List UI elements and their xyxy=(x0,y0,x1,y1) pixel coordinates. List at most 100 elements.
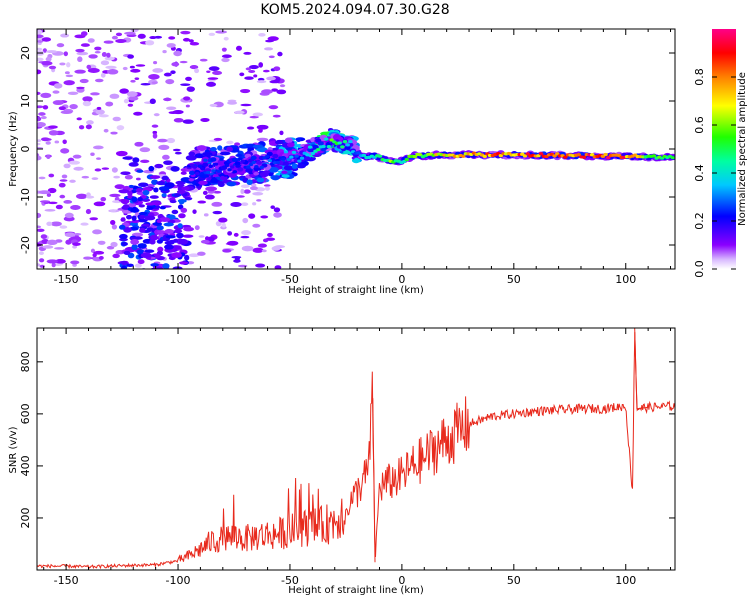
spectral-blob xyxy=(53,83,63,89)
spectral-blob xyxy=(52,90,60,94)
spectral-blob xyxy=(252,144,264,149)
spectral-blob xyxy=(138,182,149,188)
spectral-blob xyxy=(182,119,194,124)
spectral-blob xyxy=(95,109,105,115)
spectral-blob xyxy=(210,146,217,152)
spectral-blob xyxy=(169,199,177,204)
colorbar-label: Normalized spectral amplitude xyxy=(737,72,748,226)
spectral-blob xyxy=(112,116,121,122)
spectral-blob xyxy=(86,192,91,197)
spectral-ridge xyxy=(234,161,241,166)
spectral-blob xyxy=(37,225,42,229)
spectral-blob xyxy=(261,89,273,94)
spectral-blob xyxy=(213,190,222,194)
spectral-blob xyxy=(54,247,65,250)
x-tick-label: -150 xyxy=(54,574,79,587)
spectral-ridge xyxy=(377,154,383,158)
spectral-blob xyxy=(241,202,249,207)
spectrogram-image xyxy=(37,29,675,269)
colorbar-tick-label: 0.4 xyxy=(693,164,706,182)
spectral-blob xyxy=(131,244,138,251)
spectral-blob xyxy=(94,51,101,54)
spectral-blob xyxy=(118,189,130,194)
spectral-blob xyxy=(59,225,68,229)
spectral-ridge xyxy=(348,139,353,144)
spectral-blob xyxy=(156,239,163,244)
spectral-blob xyxy=(159,206,166,210)
spectral-blob xyxy=(46,259,59,264)
spectral-blob xyxy=(209,103,218,107)
spectral-blob xyxy=(170,166,180,172)
spectral-blob xyxy=(185,180,197,184)
spectral-blob xyxy=(249,65,259,70)
spectral-blob xyxy=(165,78,175,85)
spectral-blob xyxy=(37,121,46,128)
spectral-blob xyxy=(123,98,129,104)
spectral-blob xyxy=(256,177,265,183)
spectral-blob xyxy=(252,191,264,196)
spectral-blob xyxy=(163,222,174,227)
spectral-blob xyxy=(69,103,78,110)
spectral-blob xyxy=(129,65,135,69)
spectral-blob xyxy=(76,51,89,56)
spectral-blob xyxy=(130,79,136,83)
spectral-blob xyxy=(218,217,228,223)
spectral-blob xyxy=(98,114,109,118)
spectral-blob xyxy=(73,166,84,171)
spectral-blob xyxy=(128,184,134,189)
spectral-ridge xyxy=(404,157,410,162)
spectral-ridge xyxy=(272,153,279,159)
spectral-blob xyxy=(265,39,274,43)
spectral-blob xyxy=(196,145,207,151)
spectral-blob xyxy=(213,137,223,141)
spectral-blob xyxy=(103,40,114,44)
spectrogram-x-label: Height of straight line (km) xyxy=(288,285,424,296)
spectral-blob xyxy=(45,141,51,145)
spectral-ridge xyxy=(291,150,297,154)
spectral-ridge xyxy=(235,164,240,168)
y-tick-label: 20 xyxy=(19,46,32,60)
spectral-blob xyxy=(168,36,176,40)
spectral-blob xyxy=(153,187,159,193)
spectral-blob xyxy=(144,249,155,253)
spectral-blob xyxy=(189,65,199,70)
colorbar-tick-label: 0.2 xyxy=(693,212,706,230)
spectral-blob xyxy=(132,157,140,163)
spectral-blob xyxy=(161,193,167,198)
spectral-ridge xyxy=(461,154,466,158)
spectral-blob xyxy=(263,184,271,187)
spectral-blob xyxy=(182,37,191,42)
spectral-blob xyxy=(126,214,132,220)
spectral-blob xyxy=(137,259,145,265)
spectral-blob xyxy=(130,68,141,73)
spectral-blob xyxy=(204,236,210,241)
spectral-blob xyxy=(240,235,250,239)
spectral-blob xyxy=(137,218,148,223)
spectral-blob xyxy=(60,110,73,114)
spectral-ridge xyxy=(294,154,299,158)
spectral-ridge xyxy=(286,157,291,162)
spectral-blob xyxy=(37,91,41,95)
spectral-blob xyxy=(245,67,252,71)
spectral-blob xyxy=(63,216,75,222)
spectral-blob xyxy=(113,175,121,179)
spectral-blob xyxy=(82,96,93,102)
spectral-blob xyxy=(255,263,266,268)
spectral-ridge xyxy=(312,144,319,150)
spectral-blob xyxy=(87,38,95,43)
snr-x-label: Height of straight line (km) xyxy=(288,585,424,596)
spectral-blob xyxy=(124,31,136,35)
spectral-blob xyxy=(220,175,226,181)
spectral-blob xyxy=(120,198,130,205)
spectral-blob xyxy=(135,64,146,67)
spectral-blob xyxy=(126,263,134,268)
spectral-blob xyxy=(43,138,52,141)
spectral-blob xyxy=(208,66,220,71)
spectral-blob xyxy=(59,194,66,199)
spectral-blob xyxy=(47,201,58,205)
spectral-blob xyxy=(145,202,156,206)
spectral-blob xyxy=(210,177,218,184)
spectral-ridge xyxy=(412,154,418,159)
spectral-blob xyxy=(199,174,210,179)
